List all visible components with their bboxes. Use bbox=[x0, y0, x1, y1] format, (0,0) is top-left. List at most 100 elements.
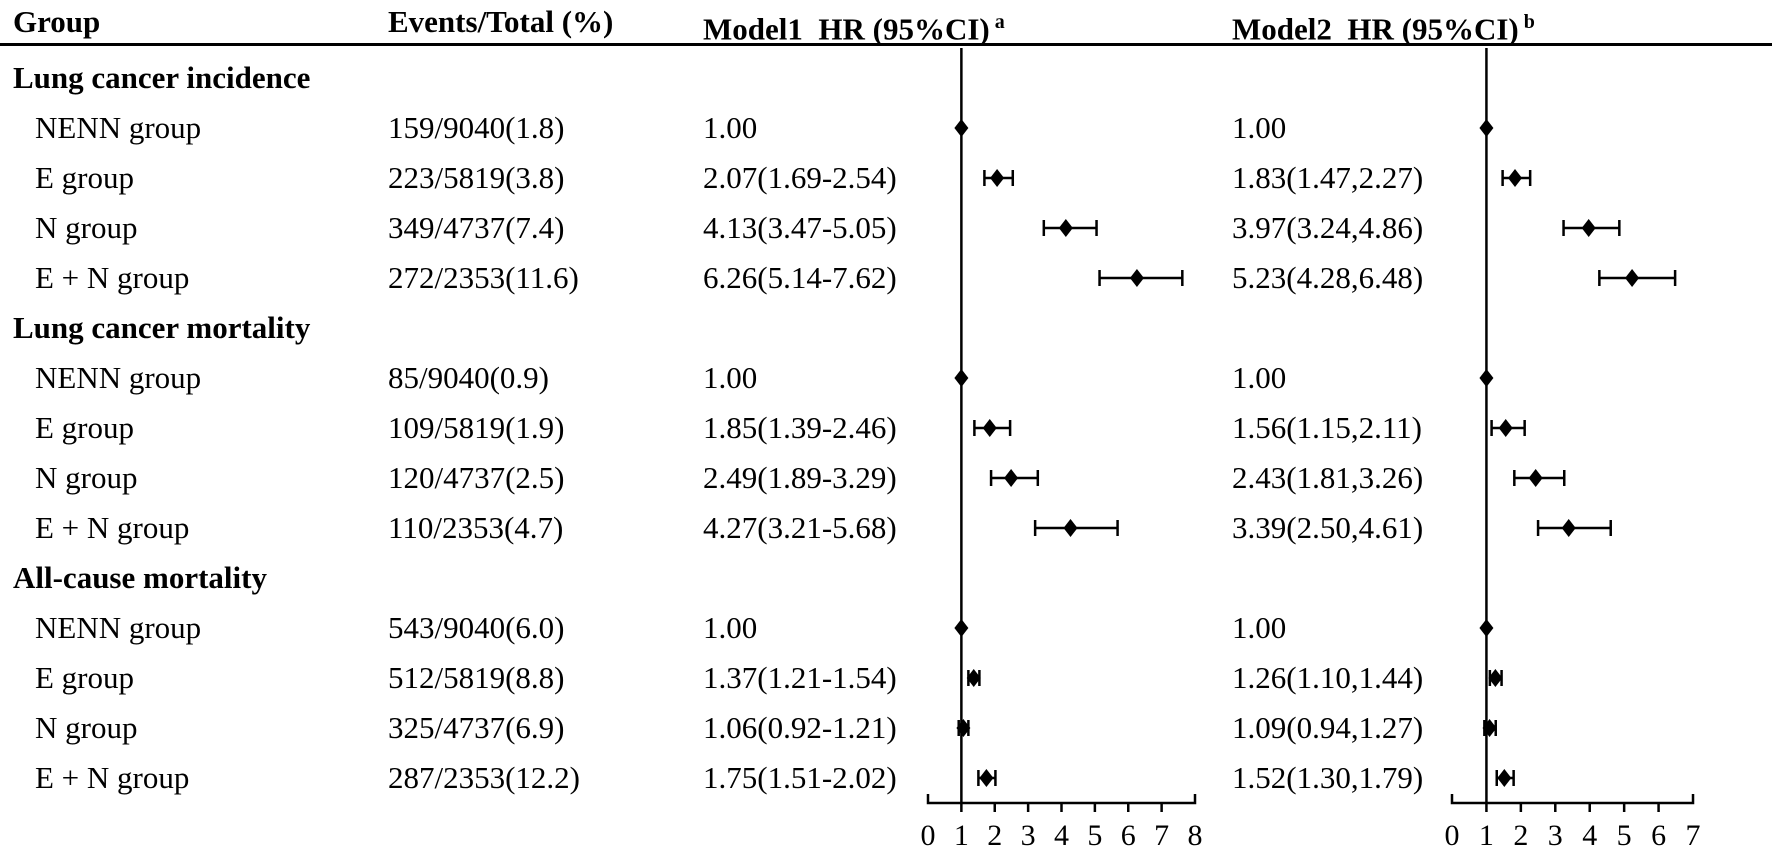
row-model1-hr-value: 1.00 bbox=[703, 360, 758, 395]
row-model1-hr-value: 1.75(1.51-2.02) bbox=[703, 760, 897, 795]
row-model2-hr-value: 5.23(4.28,6.48) bbox=[1232, 260, 1424, 295]
row-model1-hr-value: 2.07(1.69-2.54) bbox=[703, 160, 897, 195]
model1-hr-diamond bbox=[1058, 219, 1073, 237]
row-group-label: E group bbox=[35, 160, 135, 195]
model2-hr-diamond bbox=[1488, 669, 1503, 687]
row-group-label: NENN group bbox=[35, 110, 202, 145]
model2-hr-diamond bbox=[1479, 119, 1494, 137]
model1-hr-diamond bbox=[979, 769, 994, 787]
row-model2-hr-value: 1.26(1.10,1.44) bbox=[1232, 660, 1424, 695]
row-model2-hr-value: 2.43(1.81,3.26) bbox=[1232, 460, 1424, 495]
model2-axis-tick-label: 6 bbox=[1651, 819, 1666, 852]
row-events-value: 325/4737(6.9) bbox=[388, 710, 565, 745]
model1-header-text: Model1 HR (95%CI) bbox=[703, 11, 990, 47]
row-model2-hr-value: 3.39(2.50,4.61) bbox=[1232, 510, 1424, 545]
model2-hr-diamond bbox=[1497, 769, 1512, 787]
row-group-label: E + N group bbox=[35, 260, 190, 295]
model2-hr-diamond bbox=[1482, 719, 1497, 737]
row-events-value: 110/2353(4.7) bbox=[388, 510, 564, 545]
model2-axis-tick-label: 3 bbox=[1548, 819, 1563, 852]
model1-hr-diamond bbox=[1129, 269, 1144, 287]
model2-axis bbox=[1450, 794, 1695, 812]
row-events-value: 109/5819(1.9) bbox=[388, 410, 565, 445]
row-events-value: 272/2353(11.6) bbox=[388, 260, 579, 295]
model1-superscript-a: a bbox=[994, 11, 1005, 33]
model1-hr-diamond bbox=[990, 169, 1005, 187]
model2-hr-diamond bbox=[1528, 469, 1543, 487]
model2-axis-tick-label: 0 bbox=[1445, 819, 1460, 852]
model1-axis-tick-label: 0 bbox=[921, 819, 936, 852]
row-events-value: 287/2353(12.2) bbox=[388, 760, 581, 795]
row-events-value: 512/5819(8.8) bbox=[388, 660, 565, 695]
row-group-label: N group bbox=[35, 460, 138, 495]
row-model2-hr-value: 1.00 bbox=[1232, 610, 1287, 645]
model1-axis-tick-label: 2 bbox=[987, 819, 1002, 852]
column-header-model1: Model1 HR (95%CI) a bbox=[703, 0, 1005, 47]
model2-hr-diamond bbox=[1479, 369, 1494, 387]
model1-axis-tick-label: 4 bbox=[1054, 819, 1069, 852]
model2-hr-diamond bbox=[1508, 169, 1523, 187]
model1-axis bbox=[926, 794, 1197, 812]
row-model1-hr-value: 1.85(1.39-2.46) bbox=[703, 410, 897, 445]
model1-axis-tick-label: 1 bbox=[954, 819, 969, 852]
row-events-value: 543/9040(6.0) bbox=[388, 610, 565, 645]
row-events-value: 159/9040(1.8) bbox=[388, 110, 565, 145]
model2-hr-diamond bbox=[1561, 519, 1576, 537]
row-model2-hr-value: 3.97(3.24,4.86) bbox=[1232, 210, 1424, 245]
row-model2-hr-value: 1.00 bbox=[1232, 110, 1287, 145]
header-rule bbox=[0, 43, 1772, 46]
model1-hr-diamond bbox=[982, 419, 997, 437]
model1-hr-diamond bbox=[1004, 469, 1019, 487]
row-model1-hr-value: 1.00 bbox=[703, 110, 758, 145]
model2-superscript-b: b bbox=[1523, 11, 1535, 33]
section-title: All-cause mortality bbox=[13, 560, 267, 595]
model1-hr-diamond bbox=[954, 619, 969, 637]
section-title: Lung cancer mortality bbox=[13, 310, 311, 345]
model1-axis-tick-label: 8 bbox=[1188, 819, 1203, 852]
model2-axis-tick-label: 2 bbox=[1513, 819, 1528, 852]
model1-hr-diamond bbox=[954, 369, 969, 387]
row-events-value: 349/4737(7.4) bbox=[388, 210, 565, 245]
section-title: Lung cancer incidence bbox=[13, 60, 311, 95]
model1-hr-diamond bbox=[966, 669, 981, 687]
model1-axis-tick-label: 6 bbox=[1121, 819, 1136, 852]
model2-hr-diamond bbox=[1498, 419, 1513, 437]
row-model2-hr-value: 1.52(1.30,1.79) bbox=[1232, 760, 1424, 795]
row-group-label: NENN group bbox=[35, 360, 202, 395]
model2-hr-diamond bbox=[1625, 269, 1640, 287]
row-group-label: NENN group bbox=[35, 610, 202, 645]
row-model2-hr-value: 1.09(0.94,1.27) bbox=[1232, 710, 1424, 745]
column-header-group: Group bbox=[13, 4, 101, 39]
row-group-label: E group bbox=[35, 410, 135, 445]
row-model1-hr-value: 2.49(1.89-3.29) bbox=[703, 460, 897, 495]
model1-axis-tick-label: 3 bbox=[1021, 819, 1036, 852]
row-model1-hr-value: 6.26(5.14-7.62) bbox=[703, 260, 897, 295]
row-events-value: 223/5819(3.8) bbox=[388, 160, 565, 195]
model1-hr-diamond bbox=[956, 719, 971, 737]
model2-axis-tick-label: 7 bbox=[1686, 819, 1701, 852]
row-group-label: N group bbox=[35, 710, 138, 745]
row-model1-hr-value: 1.00 bbox=[703, 610, 758, 645]
model2-axis-tick-label: 4 bbox=[1582, 819, 1597, 852]
model2-axis-tick-label: 1 bbox=[1479, 819, 1494, 852]
row-model1-hr-value: 4.27(3.21-5.68) bbox=[703, 510, 897, 545]
row-model2-hr-value: 1.83(1.47,2.27) bbox=[1232, 160, 1424, 195]
row-model2-hr-value: 1.00 bbox=[1232, 360, 1287, 395]
model2-header-text: Model2 HR (95%CI) bbox=[1232, 11, 1519, 47]
row-group-label: E group bbox=[35, 660, 135, 695]
model2-axis-tick-label: 5 bbox=[1617, 819, 1632, 852]
row-group-label: E + N group bbox=[35, 510, 190, 545]
model1-axis-tick-label: 5 bbox=[1087, 819, 1102, 852]
row-events-value: 120/4737(2.5) bbox=[388, 460, 565, 495]
column-header-model2: Model2 HR (95%CI) b bbox=[1232, 0, 1535, 47]
row-group-label: E + N group bbox=[35, 760, 190, 795]
row-events-value: 85/9040(0.9) bbox=[388, 360, 550, 395]
model1-hr-diamond bbox=[954, 119, 969, 137]
column-header-events: Events/Total (%) bbox=[388, 4, 614, 39]
row-model1-hr-value: 1.37(1.21-1.54) bbox=[703, 660, 897, 695]
row-model2-hr-value: 1.56(1.15,2.11) bbox=[1232, 410, 1422, 445]
model1-axis-tick-label: 7 bbox=[1154, 819, 1169, 852]
row-group-label: N group bbox=[35, 210, 138, 245]
